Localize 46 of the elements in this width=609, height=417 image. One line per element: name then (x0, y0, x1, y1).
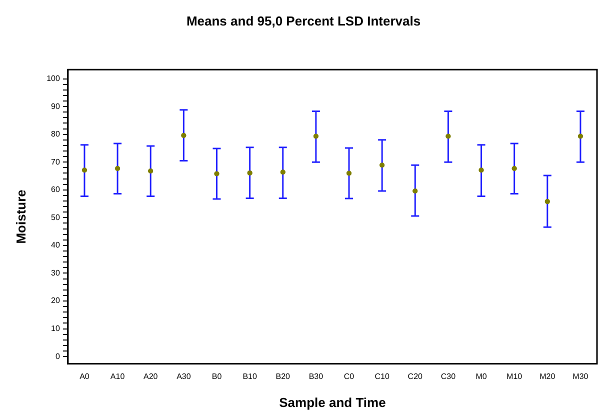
y-tick-label: 50 (51, 212, 60, 222)
y-tick-label: 0 (55, 352, 60, 361)
x-tick-label: M0 (476, 372, 488, 381)
x-tick-label: B30 (308, 372, 324, 381)
chart-title: Means and 95,0 Percent LSD Intervals (186, 13, 421, 28)
x-tick-label: B20 (276, 372, 291, 381)
y-tick-label: 60 (51, 185, 60, 194)
y-tick-label: 40 (51, 240, 60, 250)
point (544, 199, 550, 204)
point (214, 171, 220, 176)
x-tick-label: M30 (572, 372, 589, 381)
x-tick-label: C20 (408, 372, 424, 381)
x-tick-label: C10 (374, 372, 390, 381)
point (115, 166, 120, 171)
point (148, 168, 154, 174)
x-tick-label: A20 (143, 372, 158, 381)
point (412, 188, 418, 194)
x-tick-label: A10 (110, 372, 126, 381)
y-tick-label: 70 (51, 157, 60, 166)
point (478, 168, 484, 173)
point (446, 134, 451, 139)
y-tick-label: 30 (51, 268, 60, 278)
x-tick-label: B10 (242, 372, 258, 381)
x-tick-label: C30 (440, 372, 456, 381)
y-tick-label: 20 (51, 296, 60, 306)
point (346, 170, 352, 176)
point (181, 132, 186, 138)
x-tick-label: M10 (506, 372, 523, 381)
point (313, 134, 318, 139)
x-axis-title: Sample and Time (279, 394, 386, 410)
x-tick-label: C0 (344, 372, 355, 381)
y-tick-label: 10 (51, 324, 60, 333)
x-tick-label: A0 (80, 372, 90, 381)
y-tick-label: 90 (51, 102, 60, 111)
point (512, 166, 517, 171)
point (280, 170, 286, 175)
point (380, 162, 385, 168)
y-tick-label: 80 (51, 130, 60, 139)
x-tick-label: M20 (540, 372, 556, 381)
y-axis-title: Moisture (13, 190, 28, 244)
x-tick-label: A30 (176, 372, 192, 381)
point (82, 168, 87, 173)
point (247, 170, 252, 176)
x-tick-label: B0 (212, 372, 222, 381)
y-tick-label: 100 (46, 74, 60, 83)
point (578, 134, 583, 139)
